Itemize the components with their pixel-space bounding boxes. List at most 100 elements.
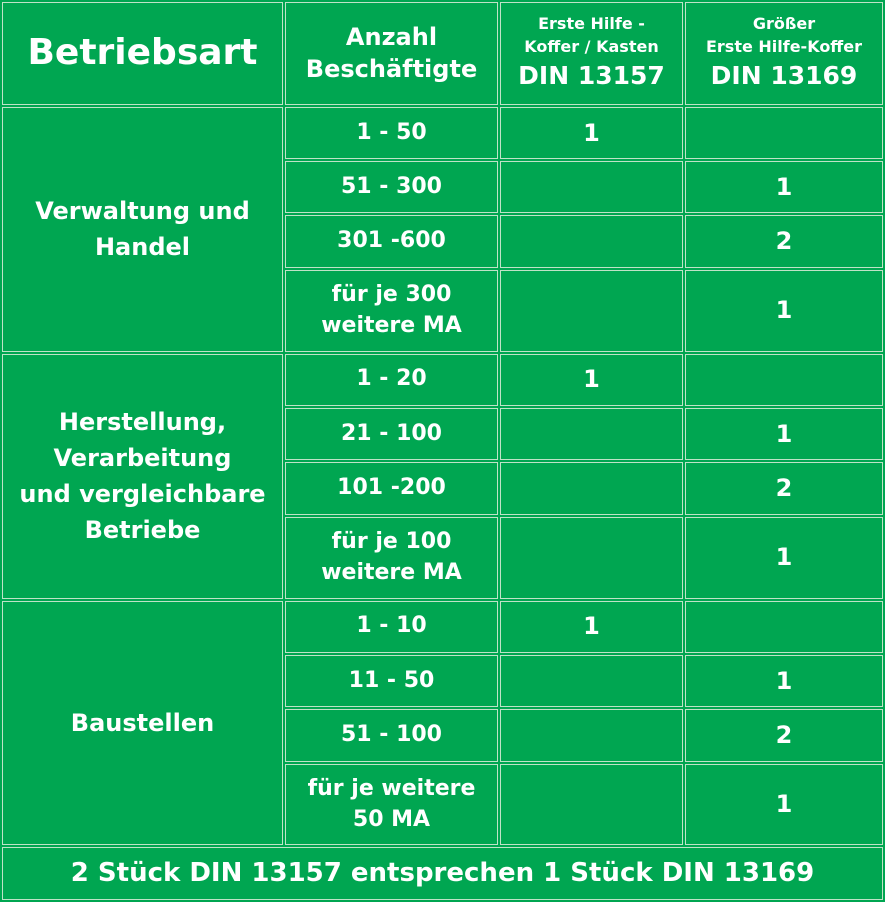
- category-name: Handel: [94, 233, 191, 262]
- din13169-cell: [685, 600, 883, 653]
- employee-range: 21 - 100: [341, 420, 442, 446]
- employee-range-cell: 51 - 100: [285, 709, 498, 762]
- employee-range: 101 -200: [337, 475, 446, 501]
- din13157-cell: 1: [500, 600, 683, 653]
- din13157-cell: [500, 215, 683, 268]
- din13169-cell: 2: [685, 709, 883, 762]
- table-row: Baustellen 1 - 10 1: [2, 600, 883, 846]
- header-row: Betriebsart Anzahl Beschäftigte Erste Hi…: [2, 2, 883, 105]
- employee-range: 301 -600: [337, 228, 446, 254]
- table-row: für je 100 weitere MA 1: [2, 516, 883, 599]
- employee-range: weitere MA: [321, 312, 462, 338]
- employee-range: 51 - 300: [341, 173, 442, 199]
- employee-range: 11 - 50: [348, 667, 435, 693]
- employee-range-cell: 1 - 10: [285, 600, 498, 653]
- din13169-count: 1: [775, 419, 793, 448]
- din13169-count: 1: [775, 296, 793, 325]
- category-name: Betriebe: [84, 516, 201, 545]
- din13169-cell: 1: [685, 161, 883, 214]
- din13157-count: 1: [583, 365, 600, 394]
- employee-range-cell: 101 -200: [285, 462, 498, 515]
- footer-note: 2 Stück DIN 13157 entsprechen 1 Stück DI…: [2, 847, 883, 900]
- din13169-cell: 2: [685, 215, 883, 268]
- din13169-count: 1: [775, 790, 793, 819]
- table-row: 101 -200 2: [2, 462, 883, 515]
- table-row: für je weitere 50 MA 1: [2, 763, 883, 846]
- table-row: für je 300 weitere MA 1: [2, 269, 883, 352]
- din13157-cell: [500, 408, 683, 461]
- header-din: DIN 13169: [710, 61, 858, 91]
- employee-range: weitere MA: [321, 559, 462, 585]
- employee-range: für je 300: [331, 281, 452, 307]
- employee-range: für je weitere: [307, 775, 476, 801]
- table-row: 11 - 50 1: [2, 654, 883, 708]
- header-text: Erste Hilfe-Koffer: [705, 37, 863, 57]
- din13157-count: 1: [583, 118, 600, 147]
- employee-range-cell: für je weitere 50 MA: [285, 763, 498, 846]
- table-row: 51 - 100 2: [2, 709, 883, 762]
- din13169-cell: 1: [685, 269, 883, 352]
- header-din13169: Größer Erste Hilfe-Koffer DIN 13169: [685, 2, 883, 105]
- table-row: Verwaltung und Handel 1 - 50 1: [2, 106, 883, 352]
- category-name: und vergleichbare: [19, 480, 266, 509]
- din13169-cell: [685, 106, 883, 160]
- category-name: Herstellung,: [58, 408, 227, 437]
- din13157-cell: [500, 269, 683, 352]
- din13157-cell: [500, 462, 683, 515]
- din13157-cell: [500, 763, 683, 846]
- header-text: Koffer / Kasten: [524, 37, 659, 57]
- employee-range-cell: 1 - 20: [285, 353, 498, 407]
- employee-range: 1 - 10: [356, 613, 427, 639]
- employee-range-cell: für je 300 weitere MA: [285, 269, 498, 352]
- din13169-cell: 1: [685, 516, 883, 599]
- employee-range-cell: 301 -600: [285, 215, 498, 268]
- employee-range-cell: 11 - 50: [285, 654, 498, 708]
- din13169-cell: [685, 353, 883, 407]
- header-employees: Anzahl Beschäftigte: [285, 2, 498, 105]
- din13169-cell: 1: [685, 654, 883, 708]
- footer-row: 2 Stück DIN 13157 entsprechen 1 Stück DI…: [2, 847, 883, 900]
- din13157-count: 1: [583, 612, 600, 641]
- employee-range: 50 MA: [352, 806, 431, 832]
- employee-range-cell: 21 - 100: [285, 408, 498, 461]
- category-name: Verwaltung und: [35, 197, 250, 226]
- header-text: Erste Hilfe -: [538, 14, 645, 34]
- employee-range-cell: 1 - 50: [285, 106, 498, 160]
- employee-range: 1 - 20: [356, 366, 427, 392]
- din13169-count: 1: [775, 666, 793, 695]
- header-text: Anzahl: [345, 22, 438, 51]
- din13157-cell: 1: [500, 353, 683, 407]
- category-name: Baustellen: [70, 709, 215, 737]
- din13169-cell: 1: [685, 763, 883, 846]
- header-betriebsart: Betriebsart: [2, 2, 283, 105]
- category-name: Verarbeitung: [53, 444, 232, 473]
- din13169-count: 2: [775, 474, 793, 503]
- header-text: Größer: [752, 14, 816, 34]
- category-cell: Herstellung, Verarbeitung und vergleichbar…: [2, 353, 283, 599]
- din13169-count: 1: [775, 543, 793, 572]
- din13157-cell: 1: [500, 106, 683, 160]
- din13169-count: 2: [775, 721, 793, 750]
- employee-range-cell: 51 - 300: [285, 161, 498, 214]
- din13169-count: 1: [775, 172, 793, 201]
- table-row: 51 - 300 1: [2, 161, 883, 214]
- category-cell: Verwaltung und Handel: [2, 106, 283, 352]
- din13157-cell: [500, 709, 683, 762]
- footer-text: 2 Stück DIN 13157 entsprechen 1 Stück DI…: [70, 857, 815, 888]
- employee-range: 51 - 100: [341, 722, 442, 748]
- table-row: Herstellung, Verarbeitung und vergleichbar…: [2, 353, 883, 599]
- employee-range: für je 100: [331, 528, 452, 554]
- category-cell: Baustellen: [2, 600, 283, 846]
- header-din: DIN 13157: [518, 61, 665, 91]
- din13169-cell: 2: [685, 462, 883, 515]
- header-text: Beschäftigte: [305, 55, 478, 84]
- din13157-cell: [500, 654, 683, 708]
- table-row: 21 - 100 1: [2, 408, 883, 461]
- header-text: Betriebsart: [27, 32, 258, 74]
- din13169-cell: 1: [685, 408, 883, 461]
- table-row: 301 -600 2: [2, 215, 883, 268]
- header-din13157: Erste Hilfe - Koffer / Kasten DIN 13157: [500, 2, 683, 105]
- din13157-cell: [500, 516, 683, 599]
- employee-range-cell: für je 100 weitere MA: [285, 516, 498, 599]
